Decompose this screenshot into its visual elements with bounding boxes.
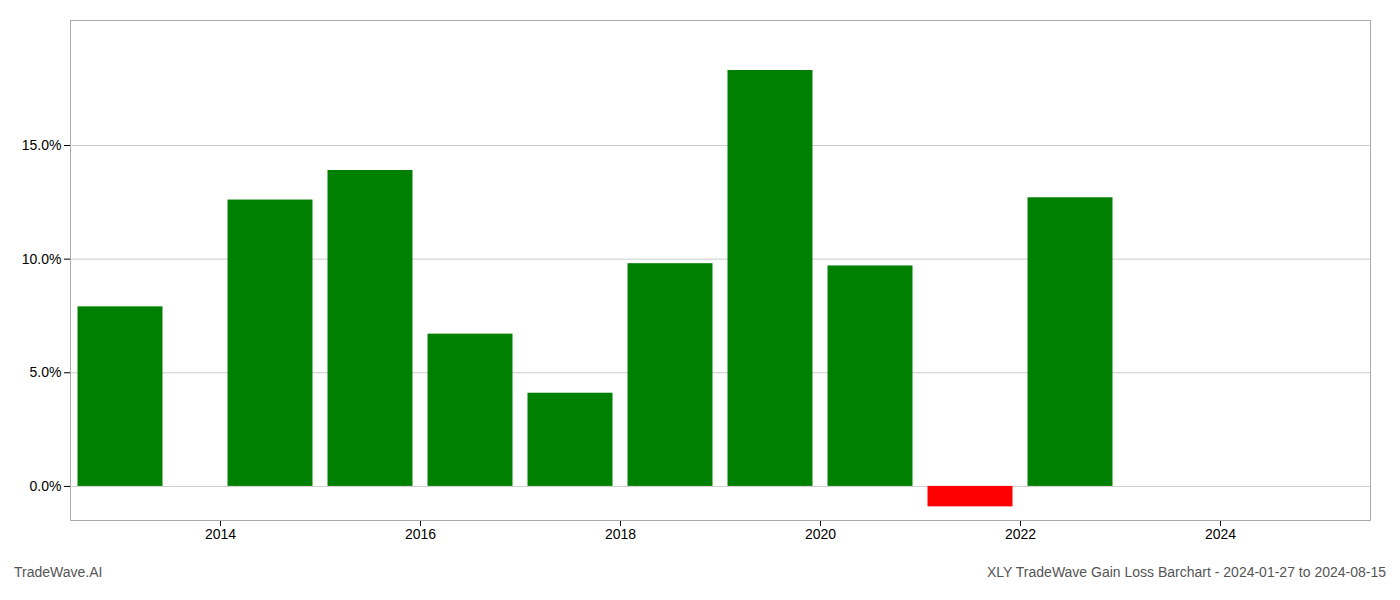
- svg-text:0.0%: 0.0%: [30, 478, 62, 494]
- svg-text:15.0%: 15.0%: [22, 137, 62, 153]
- svg-text:2014: 2014: [205, 526, 236, 542]
- svg-text:2020: 2020: [805, 526, 836, 542]
- html-text:XLY TradeWave Gain Loss Barcha: XLY TradeWave Gain Loss Barchart - 2024-…: [987, 564, 1386, 580]
- svg-text:2016: 2016: [405, 526, 436, 542]
- svg-text:10.0%: 10.0%: [22, 251, 62, 267]
- html-text:TradeWave.AI: TradeWave.AI: [14, 564, 103, 580]
- svg-text:5.0%: 5.0%: [30, 364, 62, 380]
- svg-text:2024: 2024: [1205, 526, 1236, 542]
- svg-text:2022: 2022: [1005, 526, 1036, 542]
- svg-text:2018: 2018: [605, 526, 636, 542]
